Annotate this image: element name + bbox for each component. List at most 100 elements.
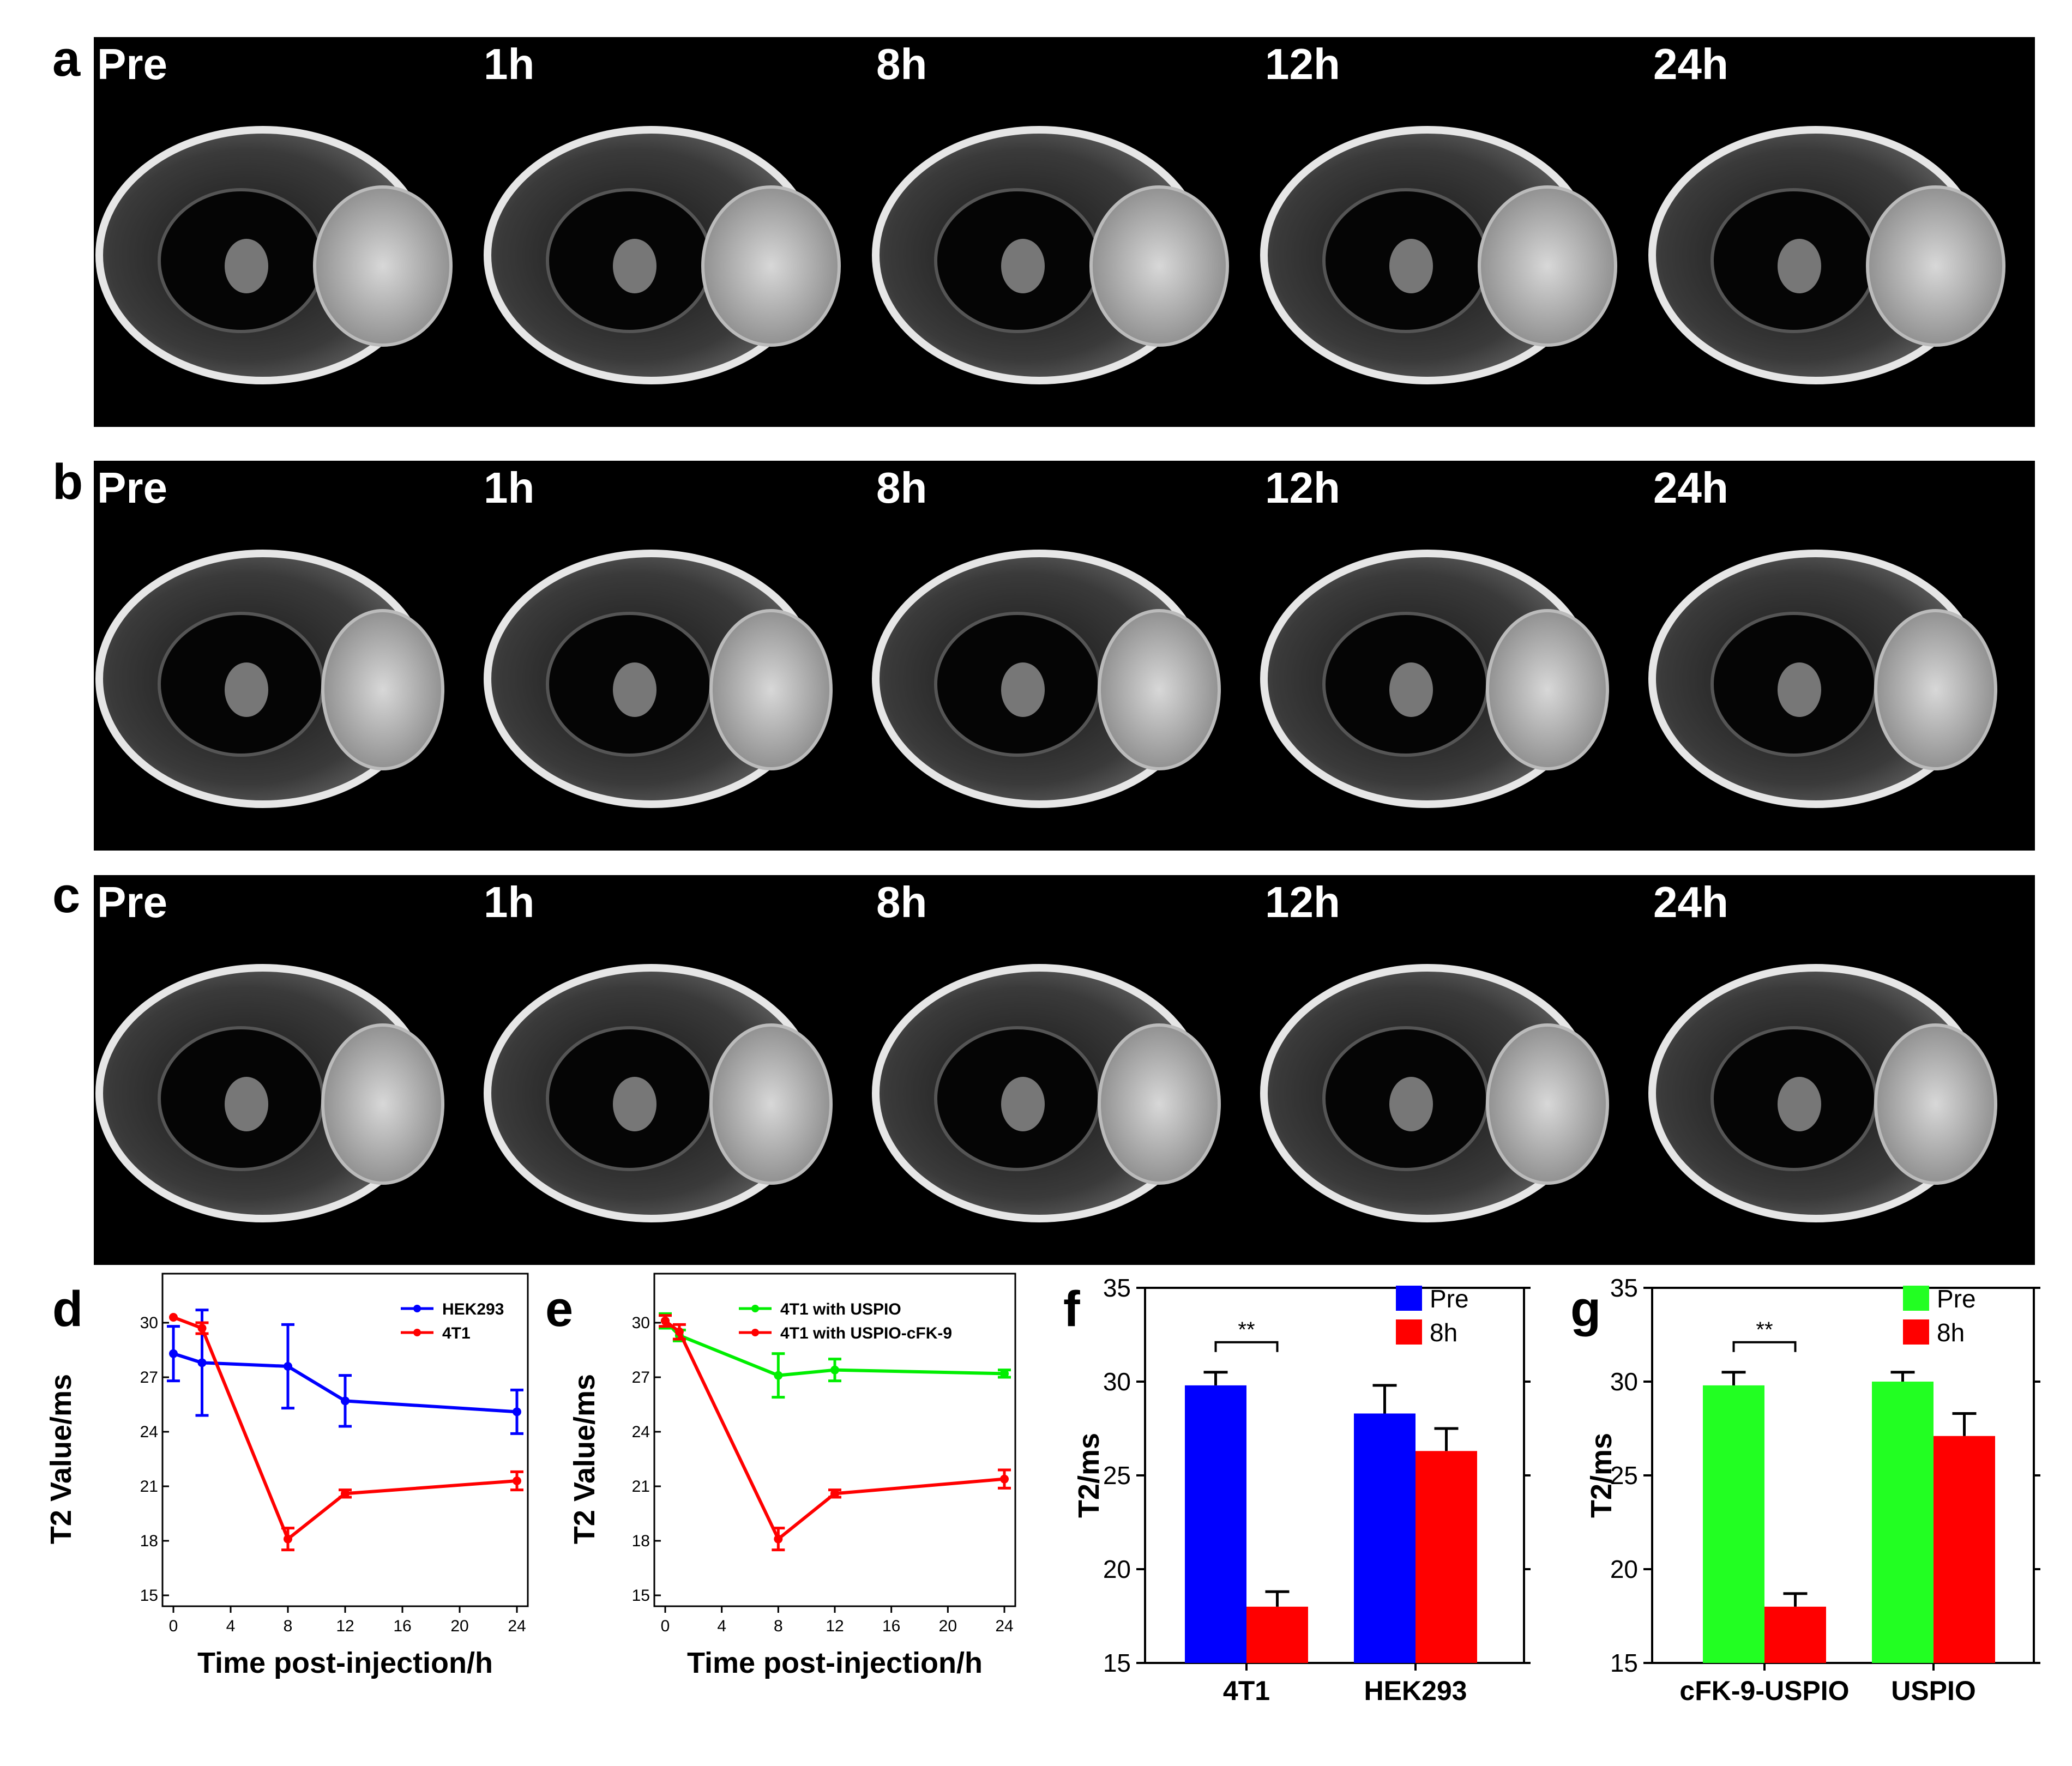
data-point	[169, 1349, 178, 1358]
heart-region	[1778, 239, 1821, 293]
x-tick-label: 0	[661, 1617, 670, 1635]
x-tick-label: 8	[284, 1617, 293, 1635]
legend-label: Pre	[1937, 1285, 1976, 1313]
mri-slice	[872, 126, 1229, 384]
x-tick-label: 12	[826, 1617, 844, 1635]
data-point	[284, 1534, 292, 1544]
series-line-4t1	[172, 1316, 517, 1542]
timepoint-label-1h: 1h	[484, 878, 535, 926]
y-tick-label: 15	[1103, 1649, 1131, 1677]
series-line-4t1-with-uspio-cfk-9	[664, 1319, 1005, 1542]
y-tick-label: 25	[1610, 1461, 1638, 1490]
category-label: USPIO	[1891, 1675, 1976, 1706]
timepoint-label-1h: 1h	[484, 463, 535, 512]
plot-frame	[653, 1273, 1016, 1607]
heart-region	[1389, 662, 1433, 717]
panel-letter-f: f	[1063, 1281, 1080, 1337]
data-point	[197, 1324, 207, 1333]
tumor	[1874, 1023, 1997, 1185]
tumor	[1098, 609, 1221, 770]
y-tick-label: 20	[1610, 1555, 1638, 1583]
category-label: 4T1	[1223, 1675, 1270, 1706]
data-point	[341, 1489, 350, 1498]
legend-label: HEK293	[442, 1300, 504, 1318]
x-tick-label: 24	[995, 1617, 1013, 1635]
y-tick-label: 30	[1610, 1367, 1638, 1396]
x-tick-label: 0	[169, 1617, 178, 1635]
panel-letter-a: a	[52, 31, 81, 87]
panel-letter-d: d	[52, 1281, 83, 1337]
y-tick-label: 15	[140, 1587, 158, 1605]
chart-g: 15 20 25 30 35 T2/ms cFK-9-USPIO USPIO ** Pre 8h	[1559, 1270, 2072, 1766]
tumor	[321, 609, 444, 770]
heart-region	[225, 1077, 268, 1131]
y-tick-label: 35	[1610, 1274, 1638, 1302]
heart-region	[225, 662, 268, 717]
timepoint-label-24h: 24h	[1653, 40, 1728, 88]
x-tick-label: 20	[450, 1617, 468, 1635]
y-tick-label: 18	[632, 1532, 650, 1550]
tumor	[709, 1023, 833, 1185]
panel-letter-e: e	[545, 1281, 574, 1337]
x-axis-label: Time post-injection/h	[687, 1647, 983, 1679]
y-axis-label: T2 Value/ms	[45, 1374, 77, 1544]
data-point	[169, 1313, 178, 1322]
panel-letter-g: g	[1570, 1281, 1601, 1337]
x-tick-label: 24	[508, 1617, 526, 1635]
y-axis-label: T2 Value/ms	[568, 1374, 601, 1544]
legend-label: 8h	[1430, 1318, 1457, 1347]
tumor	[1486, 1023, 1609, 1185]
mri-slice	[1648, 126, 2005, 384]
bar-pre-uspio	[1872, 1382, 1934, 1663]
timepoint-label-1h: 1h	[484, 40, 535, 88]
timepoint-label-8h: 8h	[876, 878, 927, 926]
timepoint-label-24h: 24h	[1653, 878, 1728, 926]
line-chart-e: 15 18 21 24 27 30 0 4 8 12 16 20 24 Time post-injecti…	[568, 1273, 1016, 1679]
legend-marker	[751, 1329, 759, 1336]
significance-bracket	[1214, 1341, 1279, 1352]
timepoint-label-12h: 12h	[1265, 40, 1340, 88]
tumor	[1098, 1023, 1221, 1185]
legend-swatch	[1903, 1319, 1929, 1345]
x-tick-label: 16	[882, 1617, 900, 1635]
data-point	[341, 1396, 350, 1406]
y-tick-label: 18	[140, 1532, 158, 1550]
y-tick-label: 21	[140, 1478, 158, 1496]
timepoint-label-12h: 12h	[1265, 878, 1340, 926]
mri-slice	[872, 964, 1221, 1222]
mri-row-b: Pre 1h 8h 12h 24h	[94, 461, 2035, 851]
y-tick-label: 21	[632, 1478, 650, 1496]
legend-swatch	[1903, 1286, 1929, 1311]
heart-region	[1389, 239, 1433, 293]
y-tick-label: 35	[1103, 1274, 1131, 1302]
data-point	[284, 1362, 292, 1371]
legend-label: 8h	[1937, 1318, 1965, 1347]
bar-8h-4t1	[1246, 1606, 1308, 1663]
x-tick-label: 16	[393, 1617, 411, 1635]
legend-label: 4T1 with USPIO	[780, 1300, 901, 1318]
tumor	[1089, 185, 1229, 347]
data-point	[661, 1316, 670, 1325]
data-point	[830, 1489, 839, 1498]
mri-slice	[1648, 550, 1997, 808]
bar-chart-f: 15 20 25 30 35 T2/ms 4T1 HEK293 ** Pre 8h	[1073, 1274, 1531, 1706]
timepoint-label-pre: Pre	[97, 878, 167, 926]
y-axis-label: T2/ms	[1073, 1433, 1105, 1518]
timepoint-label-24h: 24h	[1653, 463, 1728, 512]
y-tick-label: 30	[1103, 1367, 1131, 1396]
heart-region	[1001, 1077, 1045, 1131]
data-point	[774, 1534, 783, 1544]
data-point	[774, 1371, 783, 1380]
timepoint-label-pre: Pre	[97, 40, 167, 88]
timepoint-label-8h: 8h	[876, 40, 927, 88]
significance-label: **	[1238, 1318, 1255, 1342]
timepoint-label-pre: Pre	[97, 463, 167, 512]
y-tick-label: 30	[140, 1314, 158, 1332]
plot-frame	[161, 1273, 529, 1607]
bar-8h-hek293	[1416, 1451, 1477, 1663]
mri-images-a	[95, 126, 2005, 384]
mri-slice	[1260, 550, 1609, 808]
y-tick-label: 24	[140, 1423, 158, 1441]
line-chart-d: 15 18 21 24 27 30 0 4 8 12 16 20 24 Time post-injecti…	[45, 1273, 529, 1679]
legend-label: 4T1 with USPIO-cFK-9	[780, 1324, 952, 1342]
